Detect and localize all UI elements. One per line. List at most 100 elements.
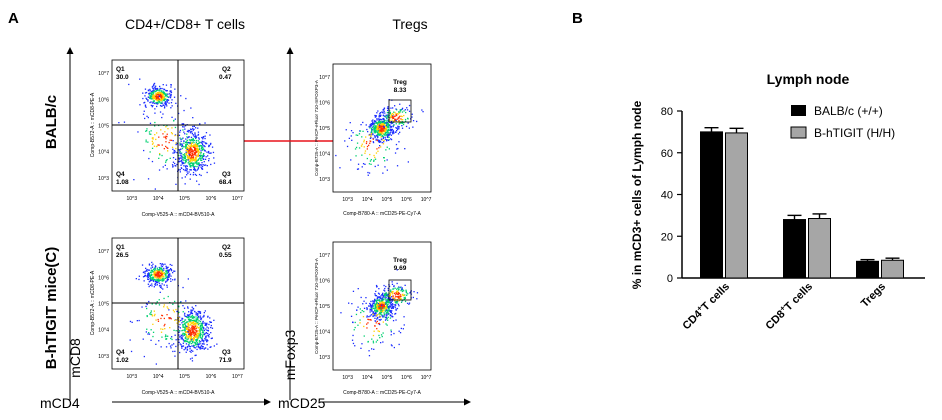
y-tick-labels: 10^3 10^4 10^5 10^6 10^7 bbox=[98, 249, 109, 360]
y-tick-label: 10^5 bbox=[319, 126, 330, 132]
y-tick-label: 10^7 bbox=[319, 253, 330, 259]
legend-label-balbc: BALB/c (+/+) bbox=[814, 104, 883, 118]
y-tick-labels: 10^3 10^4 10^5 10^6 10^7 bbox=[319, 75, 330, 183]
x-tick-label: 10^3 bbox=[126, 374, 137, 380]
y-tick-labels: 10^3 10^4 10^5 10^6 10^7 bbox=[98, 71, 109, 182]
y-tick-label: 10^5 bbox=[98, 124, 109, 130]
plot-xlabel: Comp-B780-A :: mCD25-PE-Cy7-A bbox=[343, 211, 421, 217]
treg-gate-label: Treg bbox=[393, 79, 407, 86]
x-tick-label: 10^6 bbox=[401, 375, 412, 381]
q3-label: Q3 bbox=[222, 171, 231, 178]
x-tick-labels: 10^3 10^4 10^5 10^6 10^7 bbox=[126, 374, 243, 380]
cd4-cd8-plot-bhtigit: Q1 26.5 Q2 0.55 Q3 71.9 Q4 1.02 Comp-B57… bbox=[90, 237, 245, 396]
bars bbox=[700, 131, 904, 279]
x-tick-label: 10^6 bbox=[206, 196, 217, 202]
legend-swatch-balbc bbox=[791, 105, 806, 116]
y-tick-label: 10^3 bbox=[98, 354, 109, 360]
q2-value: 0.47 bbox=[219, 74, 232, 81]
y-tick-label: 10^6 bbox=[319, 100, 330, 106]
y-tick-label: 10^6 bbox=[319, 278, 330, 284]
x-tick-label: 10^3 bbox=[342, 197, 353, 203]
bar-balbc-0 bbox=[700, 131, 723, 279]
y-tick-label: 40 bbox=[661, 190, 673, 202]
legend: BALB/c (+/+) B-hTIGIT (H/H) bbox=[790, 104, 895, 140]
x-tick-label: 10^7 bbox=[232, 196, 243, 202]
cd4-cd8-plot-balbc: Q1 30.0 Q2 0.47 Q3 68.4 Q4 1.08 Comp-B57… bbox=[90, 59, 245, 218]
y-tick-label: 10^3 bbox=[98, 176, 109, 182]
q3-value: 71.9 bbox=[219, 357, 232, 364]
q4-label: Q4 bbox=[116, 171, 125, 178]
mcd4-axis-label: mCD4 bbox=[40, 395, 80, 411]
x-tick-label-2: Tregs bbox=[859, 281, 888, 310]
plot-xlabel: Comp-B780-A :: mCD25-PE-Cy7-A bbox=[343, 390, 421, 396]
x-tick-label: 10^5 bbox=[382, 375, 393, 381]
x-tick-label: 10^3 bbox=[342, 375, 353, 381]
x-tick-label: 10^7 bbox=[421, 197, 432, 203]
q3-value: 68.4 bbox=[219, 179, 232, 186]
treg-plot-bhtigit: Treg 9.69 Comp-B725-A :: PerCP-eFluor 71… bbox=[314, 241, 432, 396]
legend-swatch-bhtigit bbox=[790, 126, 807, 139]
x-tick-label: 10^4 bbox=[362, 375, 373, 381]
x-tick-label-1: CD8+T cells bbox=[762, 279, 815, 332]
y-tick-label: 10^4 bbox=[319, 152, 330, 158]
bar-bhtigit-0 bbox=[725, 132, 748, 279]
y-tick-label: 10^3 bbox=[319, 355, 330, 361]
x-tick-label: 10^5 bbox=[179, 196, 190, 202]
x-tick-label: 10^4 bbox=[153, 374, 164, 380]
y-tick-label: 10^6 bbox=[98, 275, 109, 281]
y-tick-label: 10^7 bbox=[98, 71, 109, 77]
x-tick-labels: 10^3 10^4 10^5 10^6 10^7 bbox=[342, 197, 431, 203]
mcd8-axis-label: mCD8 bbox=[67, 338, 83, 378]
panel-b-label: B bbox=[572, 10, 583, 27]
q1-value: 26.5 bbox=[116, 252, 129, 259]
treg-value: 8.33 bbox=[394, 87, 407, 94]
plot-ylabel: Comp-B572-A :: mCD8-PE-A bbox=[90, 270, 96, 335]
y-tick-label: 20 bbox=[661, 231, 673, 243]
x-tick-label: 10^4 bbox=[153, 196, 164, 202]
x-tick-label: 10^5 bbox=[382, 197, 393, 203]
y-tick-labels: 10^3 10^4 10^5 10^6 10^7 bbox=[319, 253, 330, 361]
bar-bhtigit-2 bbox=[881, 259, 904, 279]
q2-value: 0.55 bbox=[219, 252, 232, 259]
x-tick-label: 10^5 bbox=[179, 374, 190, 380]
q3-label: Q3 bbox=[222, 349, 231, 356]
treg-gate bbox=[388, 279, 412, 301]
treg-value: 9.69 bbox=[394, 265, 407, 272]
plot-ylabel: Comp-B572-A :: mCD8-PE-A bbox=[90, 92, 96, 157]
bar-balbc-1 bbox=[783, 219, 806, 279]
x-tick-labels: CD4+T cells CD8+T cells Tregs bbox=[679, 279, 889, 333]
y-tick-label: 10^6 bbox=[98, 97, 109, 103]
row-label-balbc: BALB/c bbox=[43, 95, 60, 149]
y-tick-label: 10^4 bbox=[98, 150, 109, 156]
plot-ylabel: Comp-B725-A :: PerCP-eFluor 710-mFOXP3-A bbox=[314, 79, 319, 176]
q1-label: Q1 bbox=[116, 244, 125, 251]
y-tick-label: 10^7 bbox=[319, 75, 330, 81]
y-tick-label: 60 bbox=[661, 148, 673, 160]
bar-bhtigit-1 bbox=[808, 218, 831, 279]
legend-label-bhtigit: B-hTIGIT (H/H) bbox=[814, 126, 895, 140]
mcd25-axis-label: mCD25 bbox=[278, 395, 326, 411]
plot-ylabel: Comp-B725-A :: PerCP-eFluor 710-mFOXP3-A bbox=[314, 257, 319, 354]
y-tick-label: 10^4 bbox=[98, 328, 109, 334]
x-tick-label: 10^7 bbox=[232, 374, 243, 380]
x-tick-label: 10^7 bbox=[421, 375, 432, 381]
x-tick-labels: 10^3 10^4 10^5 10^6 10^7 bbox=[126, 196, 243, 202]
y-tick-label: 10^7 bbox=[98, 249, 109, 255]
y-ticks: 0 20 40 60 80 bbox=[661, 106, 682, 285]
panel-a: A CD4+/CD8+ T cells Tregs BALB/c B-hTIGI… bbox=[8, 10, 471, 411]
treg-gate bbox=[388, 99, 412, 123]
treg-gate-label: Treg bbox=[393, 257, 407, 264]
error-bars bbox=[704, 126, 900, 262]
y-tick-label: 10^5 bbox=[319, 304, 330, 310]
plot-xlabel: Comp-V525-A :: mCD4-BV510-A bbox=[142, 212, 215, 218]
x-tick-labels: 10^3 10^4 10^5 10^6 10^7 bbox=[342, 375, 431, 381]
y-tick-label: 10^5 bbox=[98, 302, 109, 308]
x-tick-label-0: CD4+T cells bbox=[679, 279, 732, 332]
plot-xlabel: Comp-V525-A :: mCD4-BV510-A bbox=[142, 390, 215, 396]
y-tick-label: 10^4 bbox=[319, 330, 330, 336]
q2-label: Q2 bbox=[222, 244, 231, 251]
col-title-tregs: Tregs bbox=[392, 16, 427, 32]
x-tick-label: 10^6 bbox=[401, 197, 412, 203]
panel-b: B Lymph node % in mCD3+ cells of Lymph n… bbox=[572, 10, 925, 332]
